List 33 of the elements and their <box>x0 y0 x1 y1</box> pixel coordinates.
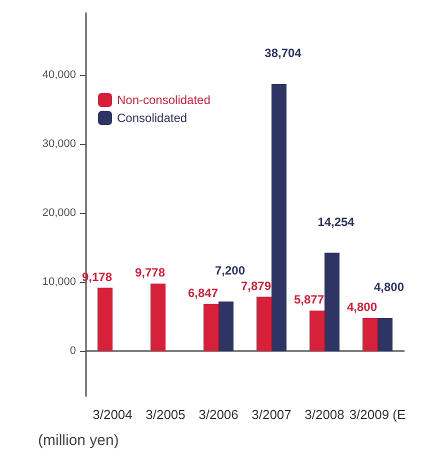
x-tick-label: 3/2008 <box>304 407 344 422</box>
bar <box>272 84 286 352</box>
legend-label: Consolidated <box>117 111 188 125</box>
x-tick-label: 3/2007 <box>252 407 292 422</box>
y-tick-label: 0 <box>70 345 76 358</box>
y-tick-label: 10,000 <box>42 276 76 288</box>
bar <box>378 318 392 352</box>
bar <box>362 318 378 352</box>
bar <box>324 252 340 352</box>
data-label: 6,847 <box>188 286 218 300</box>
y-tick-label: 20,000 <box>42 207 76 220</box>
data-label: 4,800 <box>374 280 404 294</box>
bar <box>150 284 166 352</box>
bar <box>218 301 234 352</box>
data-label: 7,879 <box>240 278 272 293</box>
data-label: 38,704 <box>264 46 302 60</box>
bar <box>310 310 324 352</box>
x-tick-label: 3/2009 (E <box>349 407 406 422</box>
data-label: 14,254 <box>318 214 355 229</box>
data-label: 9,778 <box>134 266 166 280</box>
legend-label: Non-consolidated <box>117 93 210 107</box>
data-label: 7,200 <box>214 263 246 278</box>
y-tick-label: 40,000 <box>42 69 76 82</box>
bar <box>98 288 112 352</box>
bar <box>256 296 272 352</box>
y-tick-label: 30,000 <box>42 138 76 150</box>
x-tick-label: 3/2005 <box>146 407 186 422</box>
x-tick-label: 3/2006 <box>198 407 238 422</box>
y-axis-title: (million yen) <box>38 432 119 449</box>
bar <box>204 304 218 352</box>
data-label: 4,800 <box>346 300 378 314</box>
data-label: 5,877 <box>294 292 324 307</box>
x-tick-label: 3/2004 <box>92 407 132 422</box>
